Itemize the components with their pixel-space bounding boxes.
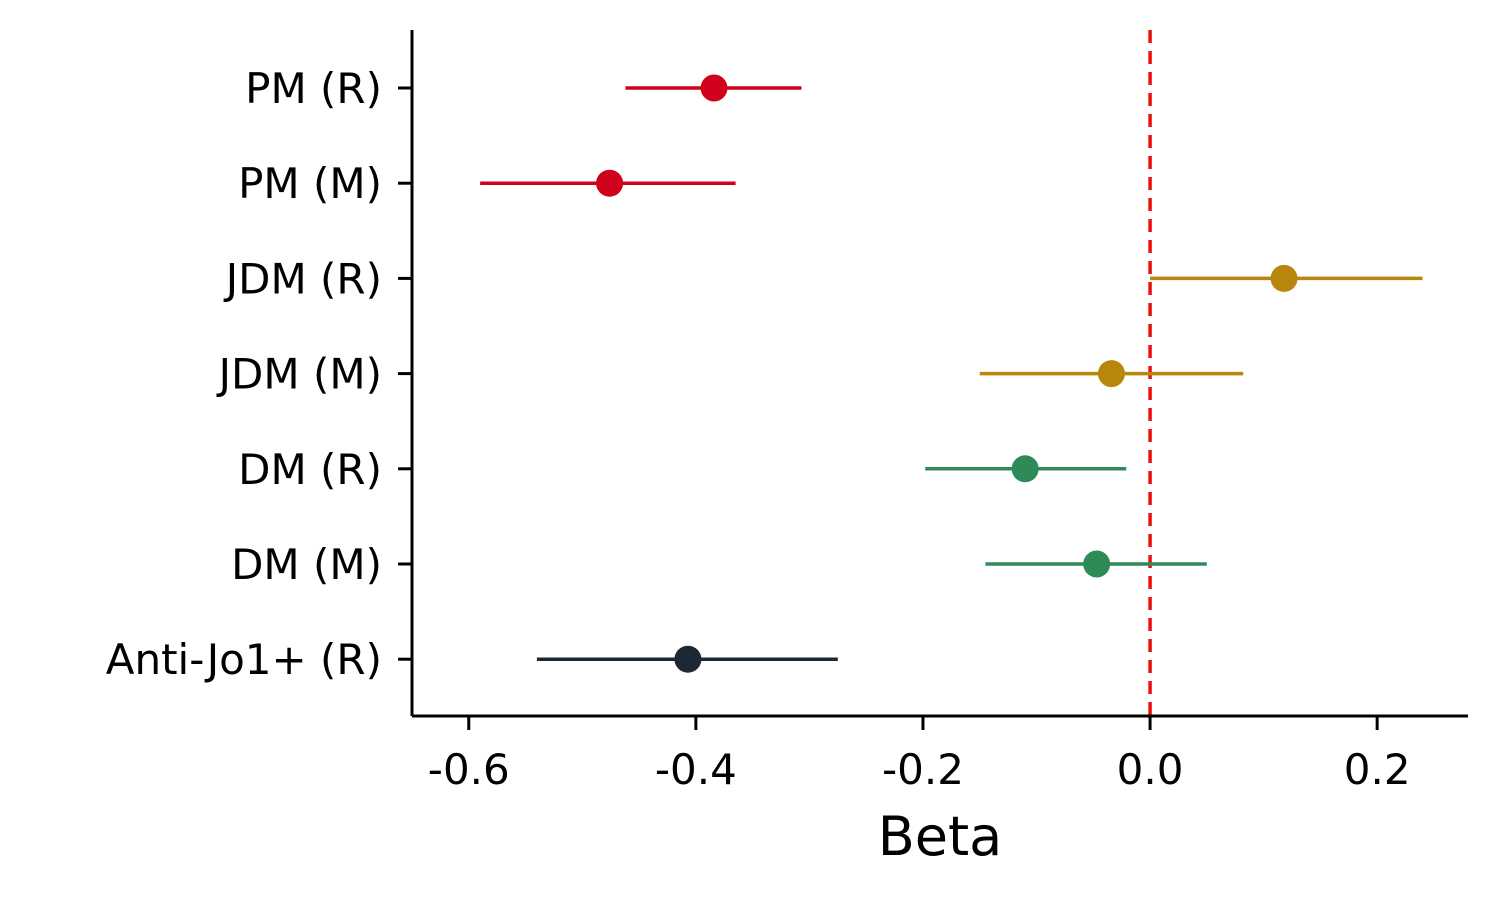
y-tick-label: DM (R) [238,445,382,494]
y-tick-label: PM (R) [245,64,382,113]
x-tick-label: 0.2 [1344,745,1411,794]
y-tick-label: DM (M) [231,540,382,589]
point-estimate [1270,264,1298,292]
point-estimate [1011,455,1039,483]
plot-area: PM (R) PM (M) JDM (R) JDM (M) DM (R) DM (M) An… [106,30,1468,794]
point-estimate [1097,360,1125,388]
point-estimate [1083,550,1111,578]
y-tick-label: JDM (R) [223,254,382,303]
y-tick-label: PM (M) [238,159,382,208]
x-axis-title: Beta [878,805,1003,868]
y-tick-label: Anti-Jo1+ (R) [106,635,382,684]
point-estimate [674,645,702,673]
x-tick-label: -0.4 [655,745,737,794]
point-estimate [596,169,624,197]
x-tick-label: -0.6 [428,745,510,794]
x-tick-label: -0.2 [882,745,964,794]
x-tick-label: 0.0 [1117,745,1184,794]
y-tick-label: JDM (M) [216,350,382,399]
point-estimate [700,74,728,102]
